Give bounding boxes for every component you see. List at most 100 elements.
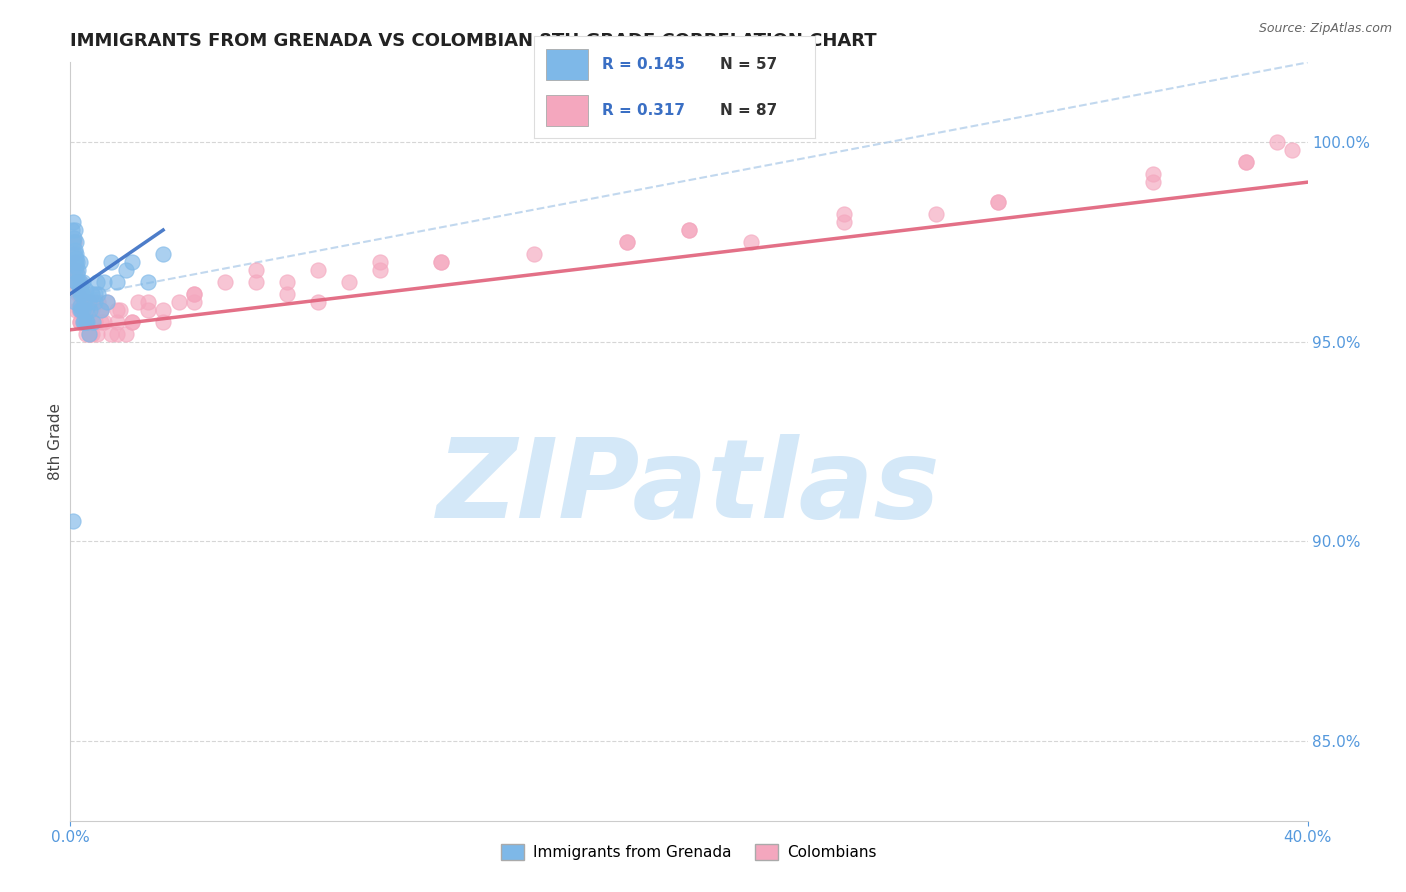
Point — [245, 263, 267, 277]
Point — [152, 247, 174, 261]
Text: Source: ZipAtlas.com: Source: ZipAtlas.com — [1258, 22, 1392, 36]
Point — [678, 223, 700, 237]
Point — [66, 267, 89, 281]
Point — [69, 302, 91, 317]
Point — [62, 247, 84, 261]
Point — [72, 286, 94, 301]
Point — [115, 263, 138, 277]
Point — [84, 315, 107, 329]
Point — [60, 223, 83, 237]
Point — [90, 315, 112, 329]
Point — [183, 294, 205, 309]
Point — [73, 294, 96, 309]
Point — [65, 275, 87, 289]
Point — [72, 275, 94, 289]
Point — [66, 294, 89, 309]
Point — [245, 275, 267, 289]
Point — [307, 263, 329, 277]
Point — [307, 294, 329, 309]
Point — [136, 275, 159, 289]
Point — [678, 223, 700, 237]
Point — [832, 207, 855, 221]
Point — [86, 326, 108, 341]
Point — [77, 294, 100, 309]
Point — [105, 315, 128, 329]
Point — [96, 294, 118, 309]
Point — [67, 286, 90, 301]
Point — [65, 263, 87, 277]
Legend: Immigrants from Grenada, Colombians: Immigrants from Grenada, Colombians — [495, 838, 883, 866]
Point — [100, 326, 122, 341]
Point — [75, 326, 97, 341]
Text: R = 0.145: R = 0.145 — [602, 57, 685, 72]
Text: N = 57: N = 57 — [720, 57, 778, 72]
Point — [69, 275, 91, 289]
Point — [69, 315, 91, 329]
Point — [63, 235, 86, 249]
Point — [63, 223, 86, 237]
Y-axis label: 8th Grade: 8th Grade — [48, 403, 63, 480]
Point — [368, 255, 391, 269]
Point — [63, 255, 86, 269]
Text: IMMIGRANTS FROM GRENADA VS COLOMBIAN 8TH GRADE CORRELATION CHART: IMMIGRANTS FROM GRENADA VS COLOMBIAN 8TH… — [70, 32, 877, 50]
Point — [69, 315, 91, 329]
Point — [90, 302, 112, 317]
Point — [67, 283, 90, 297]
Point — [75, 283, 97, 297]
Point — [65, 251, 87, 265]
Point — [214, 275, 236, 289]
Point — [90, 302, 112, 317]
Point — [66, 255, 89, 269]
Point — [1265, 135, 1288, 149]
Point — [105, 302, 128, 317]
Point — [62, 235, 84, 249]
Point — [65, 247, 87, 261]
Point — [84, 286, 107, 301]
Point — [69, 299, 91, 313]
Point — [96, 294, 118, 309]
Point — [832, 215, 855, 229]
Point — [1234, 155, 1257, 169]
Point — [67, 302, 90, 317]
Point — [121, 315, 143, 329]
Text: N = 87: N = 87 — [720, 103, 778, 118]
Point — [82, 294, 105, 309]
Point — [987, 195, 1010, 210]
Point — [70, 302, 93, 317]
Bar — [546, 95, 588, 126]
Point — [86, 275, 108, 289]
Point — [121, 315, 143, 329]
Point — [67, 263, 90, 277]
Point — [93, 315, 115, 329]
Point — [276, 286, 298, 301]
Point — [77, 315, 100, 329]
Point — [105, 275, 128, 289]
Point — [63, 255, 86, 269]
Point — [70, 279, 93, 293]
Point — [115, 326, 138, 341]
Point — [65, 275, 87, 289]
Point — [152, 315, 174, 329]
Point — [80, 286, 103, 301]
Point — [167, 294, 190, 309]
Point — [136, 294, 159, 309]
Point — [70, 302, 93, 317]
Point — [1142, 175, 1164, 189]
Bar — [546, 49, 588, 79]
Point — [72, 315, 94, 329]
Point — [276, 275, 298, 289]
Point — [523, 247, 546, 261]
Point — [79, 326, 101, 341]
Point — [925, 207, 948, 221]
Text: ZIPatlas: ZIPatlas — [437, 434, 941, 541]
Point — [70, 286, 93, 301]
Point — [75, 302, 97, 317]
Point — [75, 302, 97, 317]
Point — [73, 315, 96, 329]
Point — [75, 294, 97, 309]
Point — [987, 195, 1010, 210]
Text: #d4e8f8: #d4e8f8 — [689, 486, 695, 487]
Point — [69, 255, 91, 269]
Point — [183, 286, 205, 301]
Point — [430, 255, 453, 269]
